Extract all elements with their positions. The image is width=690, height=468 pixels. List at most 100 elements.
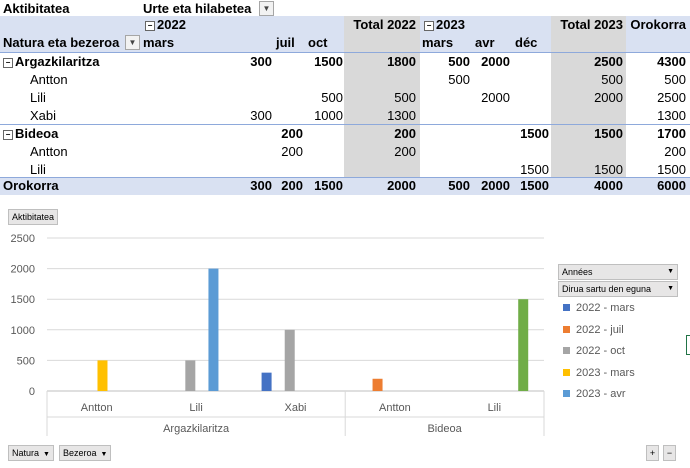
value-cell: 2000 — [594, 90, 623, 105]
legend-field-dirua[interactable]: Dirua sartu den eguna ▼ — [558, 281, 678, 297]
value-cell: 500 — [448, 72, 470, 87]
value-cell: 1500 — [594, 126, 623, 141]
item-label: Antton — [30, 72, 68, 87]
pivot-chart[interactable]: Aktibitatea 0 500 1000 1500 2000 2500 Antton Li… — [0, 200, 686, 468]
month-header: mars — [422, 35, 454, 50]
month-header: oct — [308, 35, 328, 50]
grand-total-cell: 2000 — [481, 178, 510, 193]
y-tick-label: 0 — [29, 386, 35, 398]
value-cell: 1800 — [387, 54, 416, 69]
value-cell — [489, 71, 549, 89]
bar — [208, 268, 219, 391]
axis-field-natura[interactable]: Natura ▼ — [8, 445, 54, 461]
value-cell: 4300 — [657, 54, 686, 69]
value-cell — [283, 125, 343, 143]
x-category-label: Antton — [81, 402, 113, 414]
value-cell — [563, 107, 623, 125]
dropdown-icon[interactable]: ▼ — [43, 451, 50, 458]
x-category-label: Lili — [189, 402, 202, 414]
header-divider — [0, 52, 690, 53]
group-label[interactable]: − Argazkilaritza — [3, 53, 100, 71]
x-group-label: Argazkilaritza — [163, 423, 230, 435]
row-field-dropdown-icon[interactable]: ▼ — [125, 35, 140, 50]
dropdown-icon[interactable]: ▼ — [100, 451, 108, 458]
bar — [372, 378, 383, 391]
dropdown-icon[interactable]: ▼ — [667, 268, 674, 275]
collapse-icon[interactable]: − — [3, 130, 13, 140]
value-cell: 1500 — [314, 54, 343, 69]
value-cell: 200 — [394, 126, 416, 141]
bar — [97, 360, 108, 391]
value-cell — [489, 107, 549, 125]
y-tick-label: 2000 — [11, 264, 35, 276]
group-label[interactable]: − Bideoa — [3, 125, 58, 143]
collapse-icon[interactable]: − — [3, 58, 13, 68]
value-cell: 200 — [281, 126, 303, 141]
total-divider — [0, 177, 690, 178]
collapse-icon[interactable]: − — [424, 21, 434, 31]
pivot-item-row: Xabi 300 1000 1300 1300 — [0, 107, 690, 125]
grand-total-cell: 1500 — [314, 178, 343, 193]
value-cell: 2000 — [481, 90, 510, 105]
legend-entry: 2022 - oct — [563, 345, 625, 357]
year-2022-header[interactable]: −2022 — [145, 16, 186, 34]
value-cell — [283, 143, 343, 161]
item-label: Xabi — [30, 108, 57, 123]
item-label: Lili — [30, 162, 46, 177]
value-cell: 500 — [448, 54, 470, 69]
month-header: mars — [143, 35, 175, 50]
month-header: avr — [475, 35, 495, 50]
pivot-item-row: Antton 200 200 200 — [0, 143, 690, 161]
month-header: juil — [276, 35, 295, 50]
x-category-label: Antton — [379, 402, 411, 414]
grand-total-cell: 200 — [281, 178, 303, 193]
filter-chip-aktibitatea[interactable]: Aktibitatea — [8, 209, 59, 225]
grand-total-label: Orokorra — [3, 178, 59, 193]
value-cell: 200 — [394, 144, 416, 159]
total-2023-column-shade — [551, 16, 626, 177]
collapse-icon[interactable]: − — [145, 21, 155, 31]
group-divider — [0, 124, 690, 125]
value-cell: 500 — [394, 90, 416, 105]
x-category-label: Lili — [488, 402, 501, 414]
value-cell: 2500 — [594, 54, 623, 69]
legend-swatch — [563, 390, 570, 397]
value-cell: 1300 — [657, 108, 686, 123]
dropdown-icon[interactable]: ▼ — [667, 285, 674, 292]
collapse-field-button[interactable]: − — [663, 445, 676, 461]
value-cell — [283, 71, 343, 89]
grand-total-row: Orokorra 300 200 1500 2000 500 2000 1500 4000 60… — [0, 177, 690, 195]
grand-total-header: Orokorra — [630, 17, 686, 32]
column-field-dropdown-icon[interactable]: ▼ — [259, 1, 274, 16]
value-cell — [489, 53, 549, 71]
value-cell: 2000 — [481, 54, 510, 69]
year-2023-header[interactable]: −2023 — [424, 16, 465, 34]
value-cell — [489, 143, 549, 161]
bar — [261, 372, 272, 391]
item-label: Antton — [30, 144, 68, 159]
legend-field-annees[interactable]: Années ▼ — [558, 264, 678, 280]
pivot-item-row: Lili 500 500 2000 2000 2500 — [0, 89, 690, 107]
legend-entry: 2023 - avr — [563, 388, 626, 400]
grand-total-cell: 2000 — [387, 178, 416, 193]
value-cell — [356, 71, 416, 89]
pivot-item-row: Antton 500 500 500 — [0, 71, 690, 89]
legend-entry: 2022 - mars — [563, 302, 635, 314]
total-2022-header: Total 2022 — [353, 17, 416, 32]
legend-swatch — [563, 368, 570, 376]
pivot-item-row: Lili 1500 1500 1500 — [0, 161, 690, 179]
y-tick-label: 500 — [17, 355, 35, 367]
row-field-label: Natura eta bezeroa — [3, 35, 120, 50]
y-tick-label: 2500 — [11, 233, 35, 245]
pivot-table: Aktibitatea Urte eta hilabetea ▼ −2022 T… — [0, 0, 690, 200]
axis-field-bezeroa[interactable]: Bezeroa ▼ — [59, 445, 112, 461]
grand-total-cell: 1500 — [520, 178, 549, 193]
value-cell: 1500 — [520, 126, 549, 141]
value-cell — [489, 89, 549, 107]
value-cell: 2500 — [657, 90, 686, 105]
month-header: déc — [515, 35, 538, 50]
expand-field-button[interactable]: + — [646, 445, 659, 461]
total-2023-header: Total 2023 — [560, 17, 623, 32]
value-cell: 1500 — [520, 162, 549, 177]
total-2022-column-shade — [344, 16, 420, 177]
